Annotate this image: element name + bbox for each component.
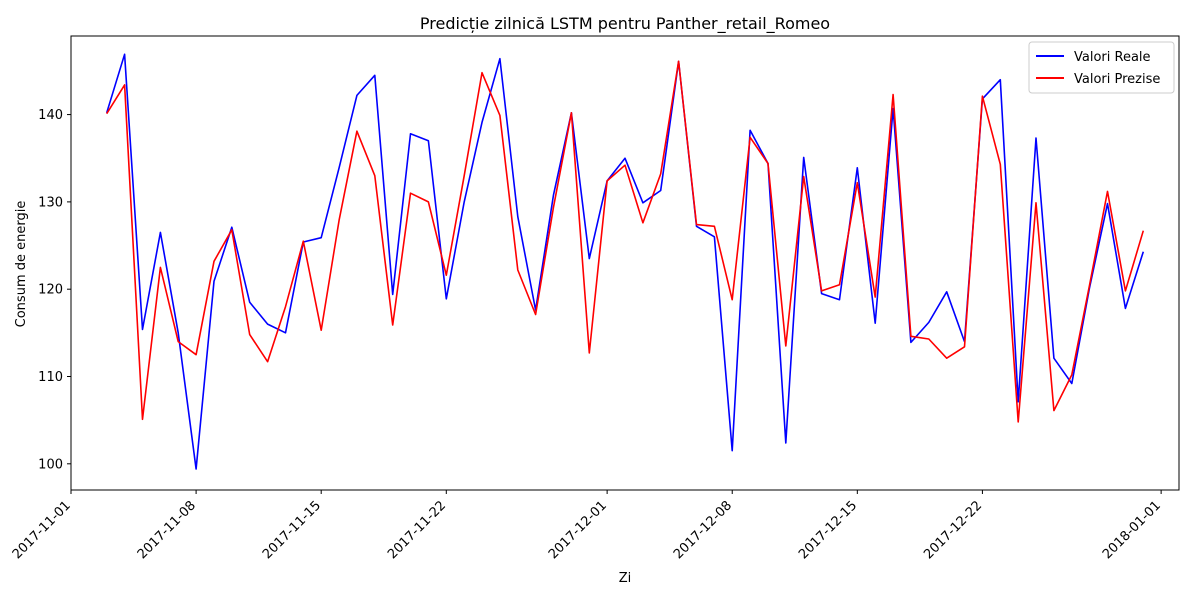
x-axis: 2017-11-01 2017-11-08 2017-11-15 2017-11-22… [10,490,1164,562]
x-tick-label: 2017-12-01 [546,498,610,562]
x-tick-label: 2017-12-08 [671,498,735,562]
chart-title: Predicție zilnică LSTM pentru Panther_re… [420,14,830,34]
y-tick-label: 140 [38,108,63,123]
y-axis: 100 110 120 130 140 [38,108,71,472]
x-tick-label: 2017-12-15 [796,498,860,562]
y-tick-label: 110 [38,370,63,385]
legend-box [1028,41,1175,94]
legend-label-valori-reale: Valori Reale [1074,50,1151,65]
y-tick-label: 120 [38,283,63,298]
x-tick-label: 2018-01-01 [1100,498,1164,562]
plot-lines [105,53,1145,470]
x-tick-label: 2017-11-08 [135,498,199,562]
plot-frame [70,35,1180,491]
legend-label-valori-prezise: Valori Prezise [1074,72,1160,87]
x-tick-label: 2017-11-15 [260,498,324,562]
y-axis-label: Consum de energie [14,201,29,328]
y-tick-label: 100 [38,457,63,472]
x-tick-label: 2017-11-22 [385,498,449,562]
x-tick-label: 2017-12-22 [921,498,985,562]
x-tick-label: 2017-11-01 [10,498,74,562]
legend: Valori Reale Valori Prezise [1028,41,1175,94]
y-tick-label: 130 [38,195,63,210]
x-axis-label: Zi [619,571,632,586]
series-line-valori-prezise [106,60,1145,423]
